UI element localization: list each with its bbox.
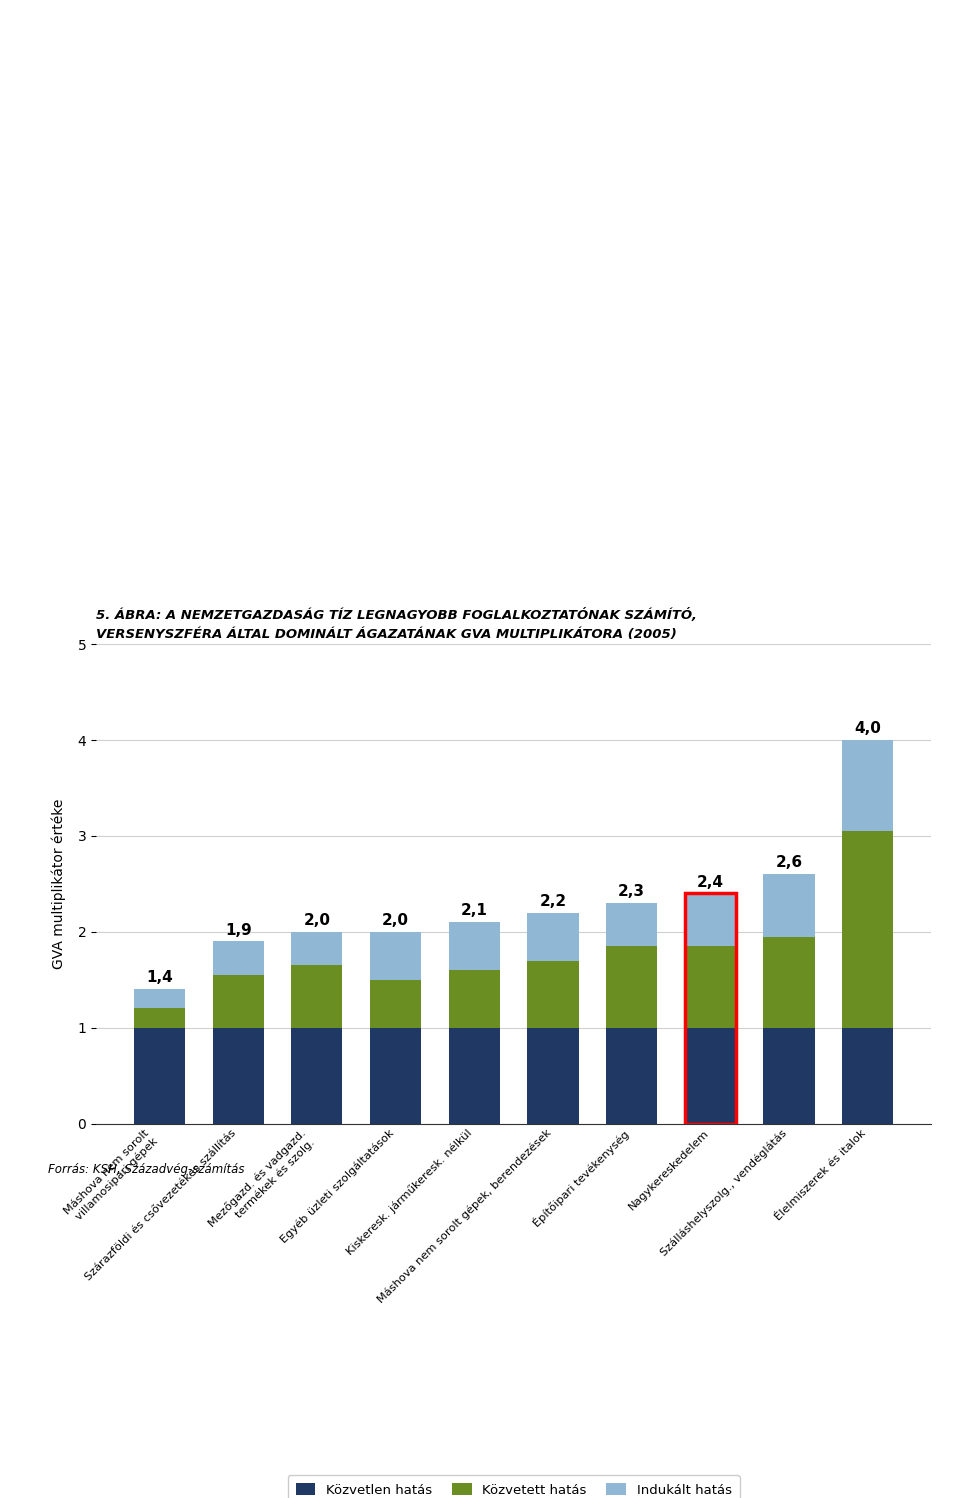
Text: 1,9: 1,9 [225,923,252,938]
Bar [291,932,343,965]
Bar [684,893,736,947]
Text: 2,2: 2,2 [540,894,566,909]
Bar [370,980,421,1028]
Text: Forrás: KSH, Századvég-számítás: Forrás: KSH, Századvég-számítás [48,1162,245,1176]
Bar [213,975,264,1028]
Text: VERSENYSZFÉRA ÁLTAL DOMINÁLT ÁGAZATÁNAK GVA MULTIPLIKÁTORA (2005): VERSENYSZFÉRA ÁLTAL DOMINÁLT ÁGAZATÁNAK … [96,628,677,641]
Bar [684,1028,736,1124]
Bar [291,965,343,1028]
Bar [606,903,658,947]
Bar [684,947,736,1028]
Bar [448,1028,500,1124]
Bar [370,932,421,980]
Bar [213,1028,264,1124]
Text: 2,0: 2,0 [303,912,330,927]
Bar [134,1008,185,1028]
Bar [448,971,500,1028]
Text: 2,6: 2,6 [776,855,803,870]
Bar [213,941,264,975]
Text: 2,1: 2,1 [461,903,488,918]
Bar [448,923,500,971]
Bar [527,960,579,1028]
Bar [842,1028,893,1124]
Bar [763,936,814,1028]
Text: 2,3: 2,3 [618,884,645,899]
Legend: Közvetlen hatás, Közvetett hatás, Indukált hatás: Közvetlen hatás, Közvetett hatás, Induká… [288,1476,739,1498]
Text: 2,0: 2,0 [382,912,409,927]
Bar [842,740,893,831]
Text: 4,0: 4,0 [854,721,881,736]
Bar [763,1028,814,1124]
Bar [527,912,579,960]
Text: 1,4: 1,4 [146,971,173,986]
Bar [291,1028,343,1124]
Bar [134,989,185,1008]
Text: 2,4: 2,4 [697,875,724,890]
Bar [370,1028,421,1124]
Y-axis label: GVA multiplikátor értéke: GVA multiplikátor értéke [52,798,66,969]
Bar [606,947,658,1028]
Text: 5. ÁBRA: A NEMZETGAZDASÁG TÍZ LEGNAGYOBB FOGLALKOZTATÓNAK SZÁMÍTÓ,: 5. ÁBRA: A NEMZETGAZDASÁG TÍZ LEGNAGYOBB… [96,608,697,622]
Bar [527,1028,579,1124]
Bar [763,875,814,936]
Bar [134,1028,185,1124]
Bar [842,831,893,1028]
Bar [606,1028,658,1124]
